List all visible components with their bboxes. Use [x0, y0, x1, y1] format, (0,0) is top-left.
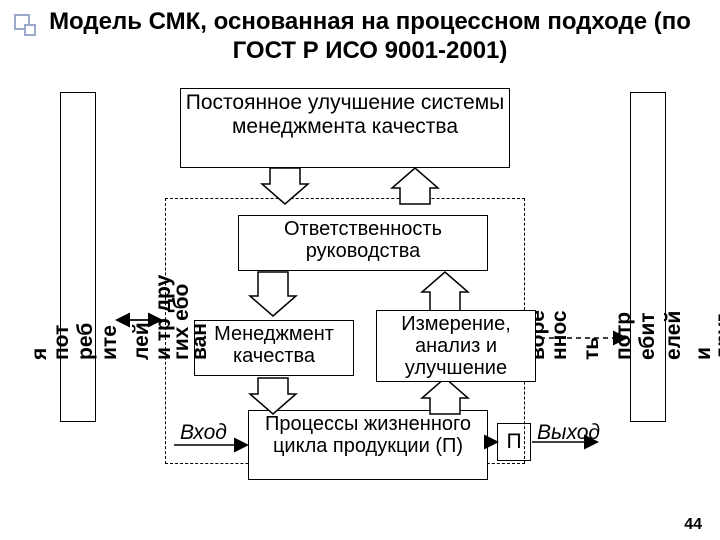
- vt-ite: ите: [98, 325, 122, 360]
- vt-ebit: ебит: [636, 312, 660, 360]
- vt-elei: елей: [662, 311, 686, 360]
- processes-box: Процессы жизненного цикла продукции (П): [248, 410, 488, 480]
- right-tall-box: [630, 92, 666, 422]
- improvement-box: Постоянное улучшение системы менеджмента…: [180, 88, 510, 168]
- vt-reb: реб: [74, 323, 98, 360]
- vt-drug: друг: [712, 314, 720, 360]
- page-title: Модель СМК, основанная на процессном под…: [40, 8, 700, 66]
- output-label: Выход: [537, 421, 600, 445]
- input-label: Вход: [180, 421, 227, 445]
- vt-potr: потр: [612, 312, 636, 360]
- left-tall-box: [60, 92, 96, 422]
- vt-nnos: ннос: [548, 310, 572, 360]
- vt-ty: ть: [580, 337, 604, 360]
- vt-lei: лей: [130, 322, 154, 360]
- vt-ya2: ван: [188, 323, 212, 360]
- responsibility-box: Ответственность руководства: [238, 215, 488, 271]
- quality-mgmt-box: Менеджмент качества: [194, 320, 354, 376]
- vt-pot: пот: [50, 325, 74, 360]
- vt-ya: я: [28, 348, 52, 360]
- measurement-box: Измерение, анализ и улучшение: [376, 310, 536, 382]
- p-box: П: [497, 423, 531, 461]
- slide-number: 44: [684, 516, 702, 534]
